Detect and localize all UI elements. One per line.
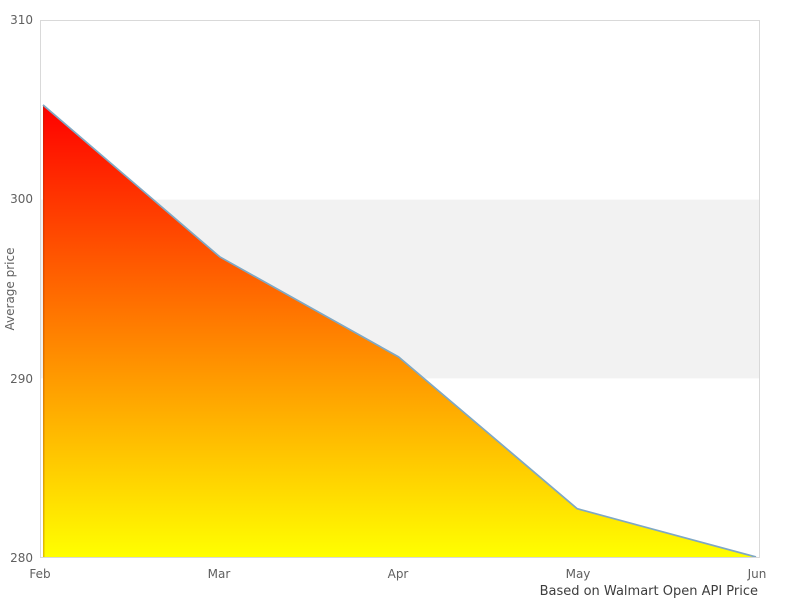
x-tick-label-may: May — [565, 567, 591, 581]
price-line — [42, 104, 757, 557]
area-chart-canvas — [41, 104, 759, 557]
y-axis-title: Average price — [3, 247, 17, 331]
x-tick-label-feb: Feb — [29, 567, 51, 581]
y-tick-label-280: 280 — [10, 551, 33, 565]
plot-area — [40, 20, 760, 558]
area-fill — [42, 104, 757, 557]
y-tick-label-310: 310 — [10, 13, 33, 27]
y-tick-label-300: 300 — [10, 192, 33, 206]
chart-caption: Based on Walmart Open API Price — [539, 584, 758, 599]
y-tick-label-290: 290 — [10, 372, 33, 386]
x-tick-label-jun: Jun — [747, 567, 767, 581]
x-tick-label-apr: Apr — [387, 567, 409, 581]
x-tick-label-mar: Mar — [207, 567, 231, 581]
